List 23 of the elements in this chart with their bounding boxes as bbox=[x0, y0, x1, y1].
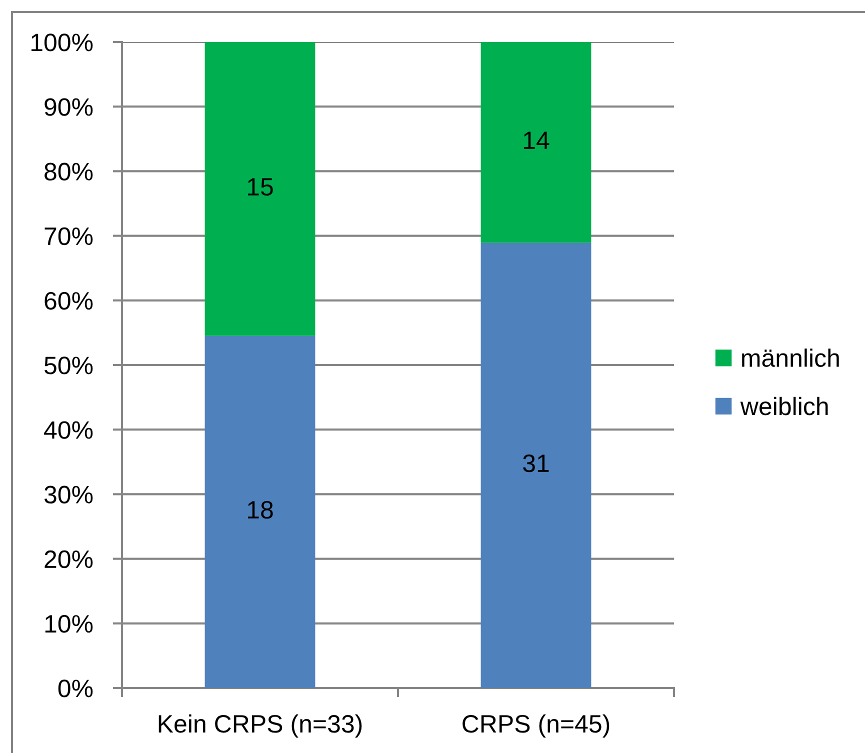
y-tick-label: 10% bbox=[45, 615, 93, 633]
bar bbox=[204, 336, 316, 688]
y-tick-label: 50% bbox=[44, 356, 93, 374]
y-tick-label: 30% bbox=[44, 486, 93, 504]
y-tick-label: 80% bbox=[44, 162, 93, 181]
y-tick-label: 0% bbox=[58, 680, 93, 698]
x-tick-label: CRPS (n=45) bbox=[462, 714, 610, 738]
bar bbox=[480, 242, 592, 688]
y-tick-label: 70% bbox=[44, 227, 93, 246]
bar bbox=[480, 42, 592, 243]
legend-label: männlich bbox=[742, 348, 839, 367]
annotation: 31 bbox=[523, 454, 549, 472]
legend-label: weiblich bbox=[740, 396, 828, 416]
annotation: 15 bbox=[248, 178, 273, 196]
y-tick-label: 100% bbox=[31, 34, 93, 52]
y-tick-label: 20% bbox=[44, 550, 93, 568]
y-tick-label: 60% bbox=[44, 292, 93, 310]
y-tick-label: 90% bbox=[44, 98, 93, 116]
annotation: 14 bbox=[524, 132, 550, 149]
annotation: 18 bbox=[248, 500, 273, 519]
y-tick-label: 40% bbox=[44, 421, 93, 439]
x-tick-label: Kein CRPS (n=33) bbox=[158, 714, 362, 738]
bar bbox=[204, 42, 316, 336]
